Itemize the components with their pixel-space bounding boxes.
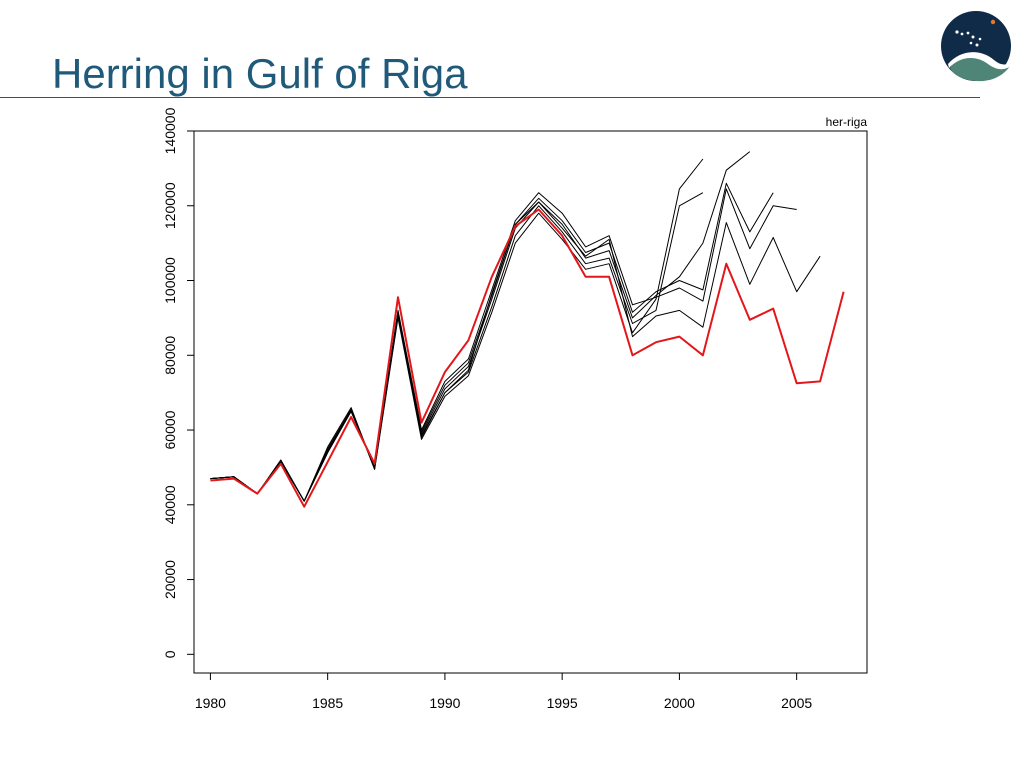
y-tick-label: 140000	[162, 107, 178, 154]
y-tick-label: 20000	[162, 560, 178, 599]
logo-star	[960, 32, 964, 36]
y-tick-label: 60000	[162, 410, 178, 449]
retrospective-series-line	[210, 158, 704, 502]
plot-frame	[193, 130, 868, 674]
logo-teal-wave	[950, 54, 1010, 82]
x-tick-label: 1990	[429, 695, 460, 711]
y-tick-label: 0	[162, 650, 178, 658]
logo-star	[978, 37, 982, 41]
logo-white-swoosh	[948, 52, 1011, 70]
x-tick-label: 1985	[312, 695, 343, 711]
logo-orange-dot	[990, 19, 996, 25]
retrospective-series-line	[210, 151, 751, 502]
title-divider	[0, 97, 980, 98]
logo-star	[971, 35, 975, 39]
assessment-series-line	[210, 208, 845, 508]
logo-star	[969, 41, 973, 45]
x-tick-label: 2005	[781, 695, 812, 711]
y-axis: 0 20000 40000 60000 80000 100000 120000 140000	[162, 107, 195, 658]
slide-title: Herring in Gulf of Riga	[52, 50, 468, 97]
y-tick-label: 80000	[162, 336, 178, 375]
retrospective-series-line	[210, 201, 821, 502]
y-tick-label: 120000	[162, 182, 178, 229]
retrospective-series-line	[210, 182, 774, 502]
logo-star	[975, 43, 979, 47]
logo-stars	[955, 30, 982, 47]
ices-logo-icon	[941, 11, 1011, 82]
logo-star	[955, 30, 959, 34]
x-tick-label: 1995	[547, 695, 578, 711]
x-axis: 1980 1985 1990 1995 2000 2005	[195, 672, 812, 711]
y-tick-label: 100000	[162, 257, 178, 304]
chart-corner-label: her-riga	[826, 115, 868, 129]
x-tick-label: 2000	[664, 695, 695, 711]
logo-star	[966, 31, 970, 35]
y-tick-label: 40000	[162, 485, 178, 524]
x-tick-label: 1980	[195, 695, 226, 711]
retrospective-series-line	[210, 188, 797, 502]
series-layer	[210, 151, 845, 508]
